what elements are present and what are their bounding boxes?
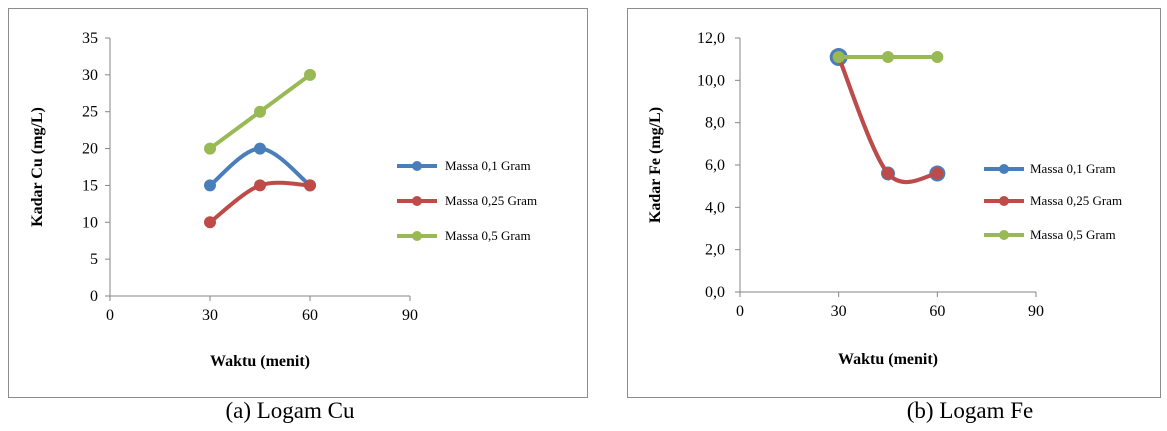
y-tick-label: 25	[82, 104, 98, 121]
chart-frame-fe	[627, 8, 1161, 398]
y-tick-label: 8,0	[705, 115, 725, 132]
y-tick-label: 0	[90, 288, 98, 305]
x-tick-label: 0	[106, 307, 114, 324]
y-tick-label: 30	[82, 67, 98, 84]
data-point	[882, 167, 894, 180]
y-tick-label: 12,0	[697, 30, 725, 47]
x-tick-label: 90	[402, 307, 418, 324]
caption-fe: (b) Logam Fe	[906, 398, 1034, 423]
data-point	[254, 142, 266, 155]
y-tick-label: 6,0	[705, 157, 725, 174]
data-point	[882, 51, 894, 64]
series-line	[836, 55, 940, 185]
data-point	[832, 51, 845, 64]
legend-label: Massa 0,5 Gram	[445, 228, 531, 243]
data-point	[304, 179, 316, 192]
y-tick-label: 4,0	[705, 199, 725, 216]
legend-label: Massa 0,1 Gram	[445, 158, 531, 173]
y-tick-label: 20	[82, 141, 98, 158]
y-axis-title: Kadar Cu (mg/L)	[29, 107, 46, 227]
y-tick-label: 10	[82, 214, 98, 231]
chart-cu: 0 5 10 15 20 25 30 35 0 30 60 90 Waktu (menit) Kadar …	[29, 30, 537, 370]
legend-marker	[412, 196, 422, 206]
legend-marker	[412, 161, 422, 171]
x-axis-title: Waktu (menit)	[210, 353, 310, 370]
data-point	[204, 216, 216, 229]
y-tick-label: 0,0	[705, 284, 725, 301]
data-point	[254, 105, 266, 118]
chart-fe: 0,0 2,0 4,0 6,0 8,0 10,0 12,0 0 30 60 90 Waktu (men…	[647, 30, 1122, 368]
y-axis-title: Kadar Fe (mg/L)	[647, 107, 664, 223]
legend-label: Massa 0,5 Gram	[1030, 227, 1116, 242]
y-tick-label: 2,0	[705, 242, 725, 259]
x-axis-title: Waktu (menit)	[838, 351, 938, 368]
data-point	[204, 179, 216, 192]
data-point	[254, 179, 266, 192]
y-tick-label: 5	[90, 251, 98, 268]
x-tick-label: 0	[736, 303, 744, 320]
y-tick-label: 35	[82, 30, 98, 47]
legend-marker	[412, 231, 422, 241]
data-point	[204, 142, 216, 155]
caption-cu: (a) Logam Cu	[225, 398, 355, 423]
y-tick-label: 15	[82, 177, 98, 194]
legend-marker	[999, 196, 1009, 206]
chart-frame-cu	[8, 8, 588, 398]
data-point	[304, 68, 316, 81]
legend-marker	[999, 164, 1009, 174]
series-line	[836, 55, 940, 185]
x-tick-label: 30	[831, 303, 847, 320]
data-point	[931, 51, 944, 64]
data-point	[931, 167, 944, 180]
x-tick-label: 60	[929, 303, 945, 320]
y-tick-label: 10,0	[697, 72, 725, 89]
legend-marker	[999, 230, 1009, 240]
x-tick-label: 30	[202, 307, 218, 324]
legend-label: Massa 0,25 Gram	[445, 193, 537, 208]
legend-label: Massa 0,1 Gram	[1030, 161, 1116, 176]
x-tick-label: 60	[302, 307, 318, 324]
legend-label: Massa 0,25 Gram	[1030, 193, 1122, 208]
x-tick-label: 90	[1028, 303, 1044, 320]
